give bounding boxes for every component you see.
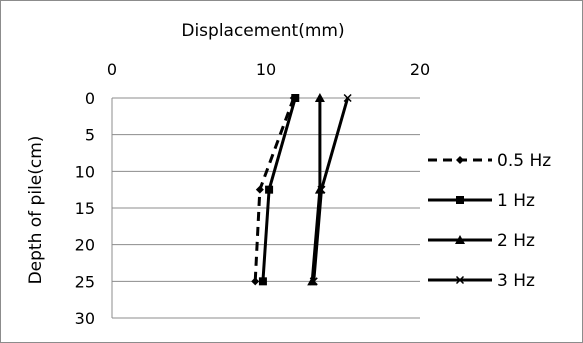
series-0-point-1	[255, 185, 264, 194]
legend-item-1: 1 Hz	[428, 191, 535, 211]
series-3-point-2	[309, 277, 318, 286]
y-tick-label-20: 20	[75, 236, 95, 255]
series-1-point-0	[291, 94, 300, 102]
x-tick-label-10: 10	[256, 60, 276, 79]
legend-item-3: 3 Hz	[428, 271, 535, 291]
series-1-point-2	[258, 277, 267, 286]
series-0	[251, 94, 298, 286]
y-tick-label-30: 30	[75, 309, 95, 328]
legend-marker-1	[456, 196, 464, 204]
series-1	[258, 94, 300, 286]
legend-marker-0	[456, 156, 464, 164]
legend-label-1: 1 Hz	[497, 191, 535, 211]
legend-label-0: 0.5 Hz	[497, 151, 551, 171]
y-tick-label-0: 0	[85, 89, 95, 108]
legend-label-3: 3 Hz	[497, 271, 535, 291]
legend: 0.5 Hz 1 Hz 2 Hz 3 Hz	[428, 151, 551, 291]
legend-label-2: 2 Hz	[497, 231, 535, 251]
series-1-point-1	[265, 185, 274, 194]
series-3	[309, 93, 352, 286]
series-3-point-1	[317, 185, 326, 194]
legend-marker-2	[455, 235, 465, 244]
x-tick-label-20: 20	[410, 60, 430, 79]
y-axis-title: Depth of pile(cm)	[26, 136, 46, 285]
x-tick-label-0: 0	[107, 60, 117, 79]
series-2-point-0	[314, 93, 325, 102]
legend-marker-3	[455, 275, 465, 285]
legend-item-2: 2 Hz	[428, 231, 535, 251]
y-tick-label-10: 10	[75, 162, 95, 181]
y-tick-label-15: 15	[75, 199, 95, 218]
y-tick-label-5: 5	[85, 126, 95, 145]
y-tick-label-25: 25	[75, 272, 95, 291]
series-layer	[251, 93, 352, 286]
x-axis-title: Displacement(mm)	[181, 21, 344, 41]
legend-item-0: 0.5 Hz	[428, 151, 551, 171]
series-3-point-0	[343, 93, 352, 103]
tick-layer: 0 5 10 15 20 25 30 0 10 20	[75, 60, 431, 328]
series-0-point-2	[251, 277, 260, 286]
